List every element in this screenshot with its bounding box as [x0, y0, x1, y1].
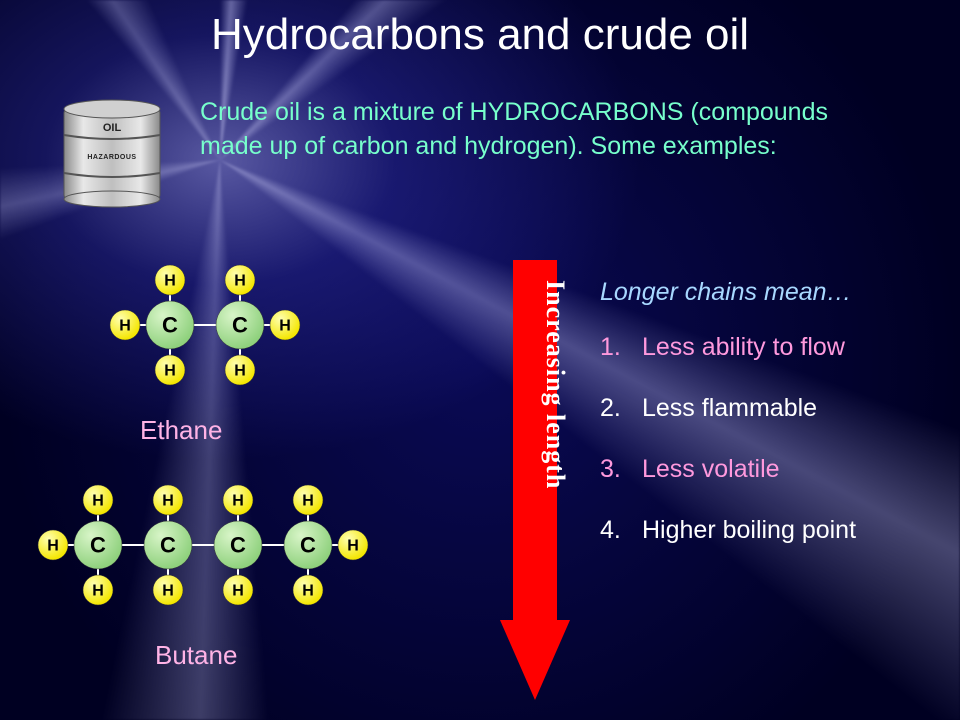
molecule-label: Butane — [155, 640, 237, 671]
svg-text:H: H — [279, 318, 291, 335]
arrow-label: Increasing length — [500, 280, 570, 489]
svg-text:H: H — [232, 583, 244, 600]
svg-text:C: C — [90, 533, 106, 558]
svg-text:H: H — [164, 273, 176, 290]
barrel-label-hazardous: HAZARDOUS — [87, 154, 136, 161]
svg-text:H: H — [302, 493, 314, 510]
svg-text:H: H — [234, 273, 246, 290]
svg-text:H: H — [92, 493, 104, 510]
molecule-ethane: H H H H H H C C — [100, 255, 310, 395]
svg-text:H: H — [164, 363, 176, 380]
svg-text:C: C — [232, 313, 248, 338]
svg-text:H: H — [232, 493, 244, 510]
property-item: Less volatile — [600, 455, 940, 484]
property-item: Less ability to flow — [600, 333, 940, 362]
svg-text:H: H — [302, 583, 314, 600]
increasing-length-arrow: Increasing length — [500, 260, 570, 700]
slide: Hydrocarbons and crude oil Crude oil is … — [0, 0, 960, 720]
barrel-label-oil: OIL — [103, 122, 122, 134]
property-item: Higher boiling point — [600, 516, 940, 545]
properties-list: Longer chains mean… Less ability to flow… — [600, 278, 940, 577]
svg-text:C: C — [160, 533, 176, 558]
svg-text:H: H — [347, 538, 359, 555]
intro-text: Crude oil is a mixture of HYDROCARBONS (… — [200, 96, 840, 164]
oil-barrel-icon: OIL HAZARDOUS — [52, 95, 172, 210]
molecule-butane: H H H H H H H H H H C C C C — [28, 475, 378, 615]
svg-text:H: H — [162, 583, 174, 600]
svg-text:H: H — [119, 318, 131, 335]
property-item: Less flammable — [600, 394, 940, 423]
molecule-label: Ethane — [140, 415, 222, 446]
svg-text:H: H — [92, 583, 104, 600]
properties-heading: Longer chains mean… — [600, 278, 940, 307]
svg-text:C: C — [230, 533, 246, 558]
svg-text:H: H — [162, 493, 174, 510]
svg-text:C: C — [162, 313, 178, 338]
svg-text:H: H — [234, 363, 246, 380]
svg-text:H: H — [47, 538, 59, 555]
page-title: Hydrocarbons and crude oil — [0, 10, 960, 60]
svg-text:C: C — [300, 533, 316, 558]
